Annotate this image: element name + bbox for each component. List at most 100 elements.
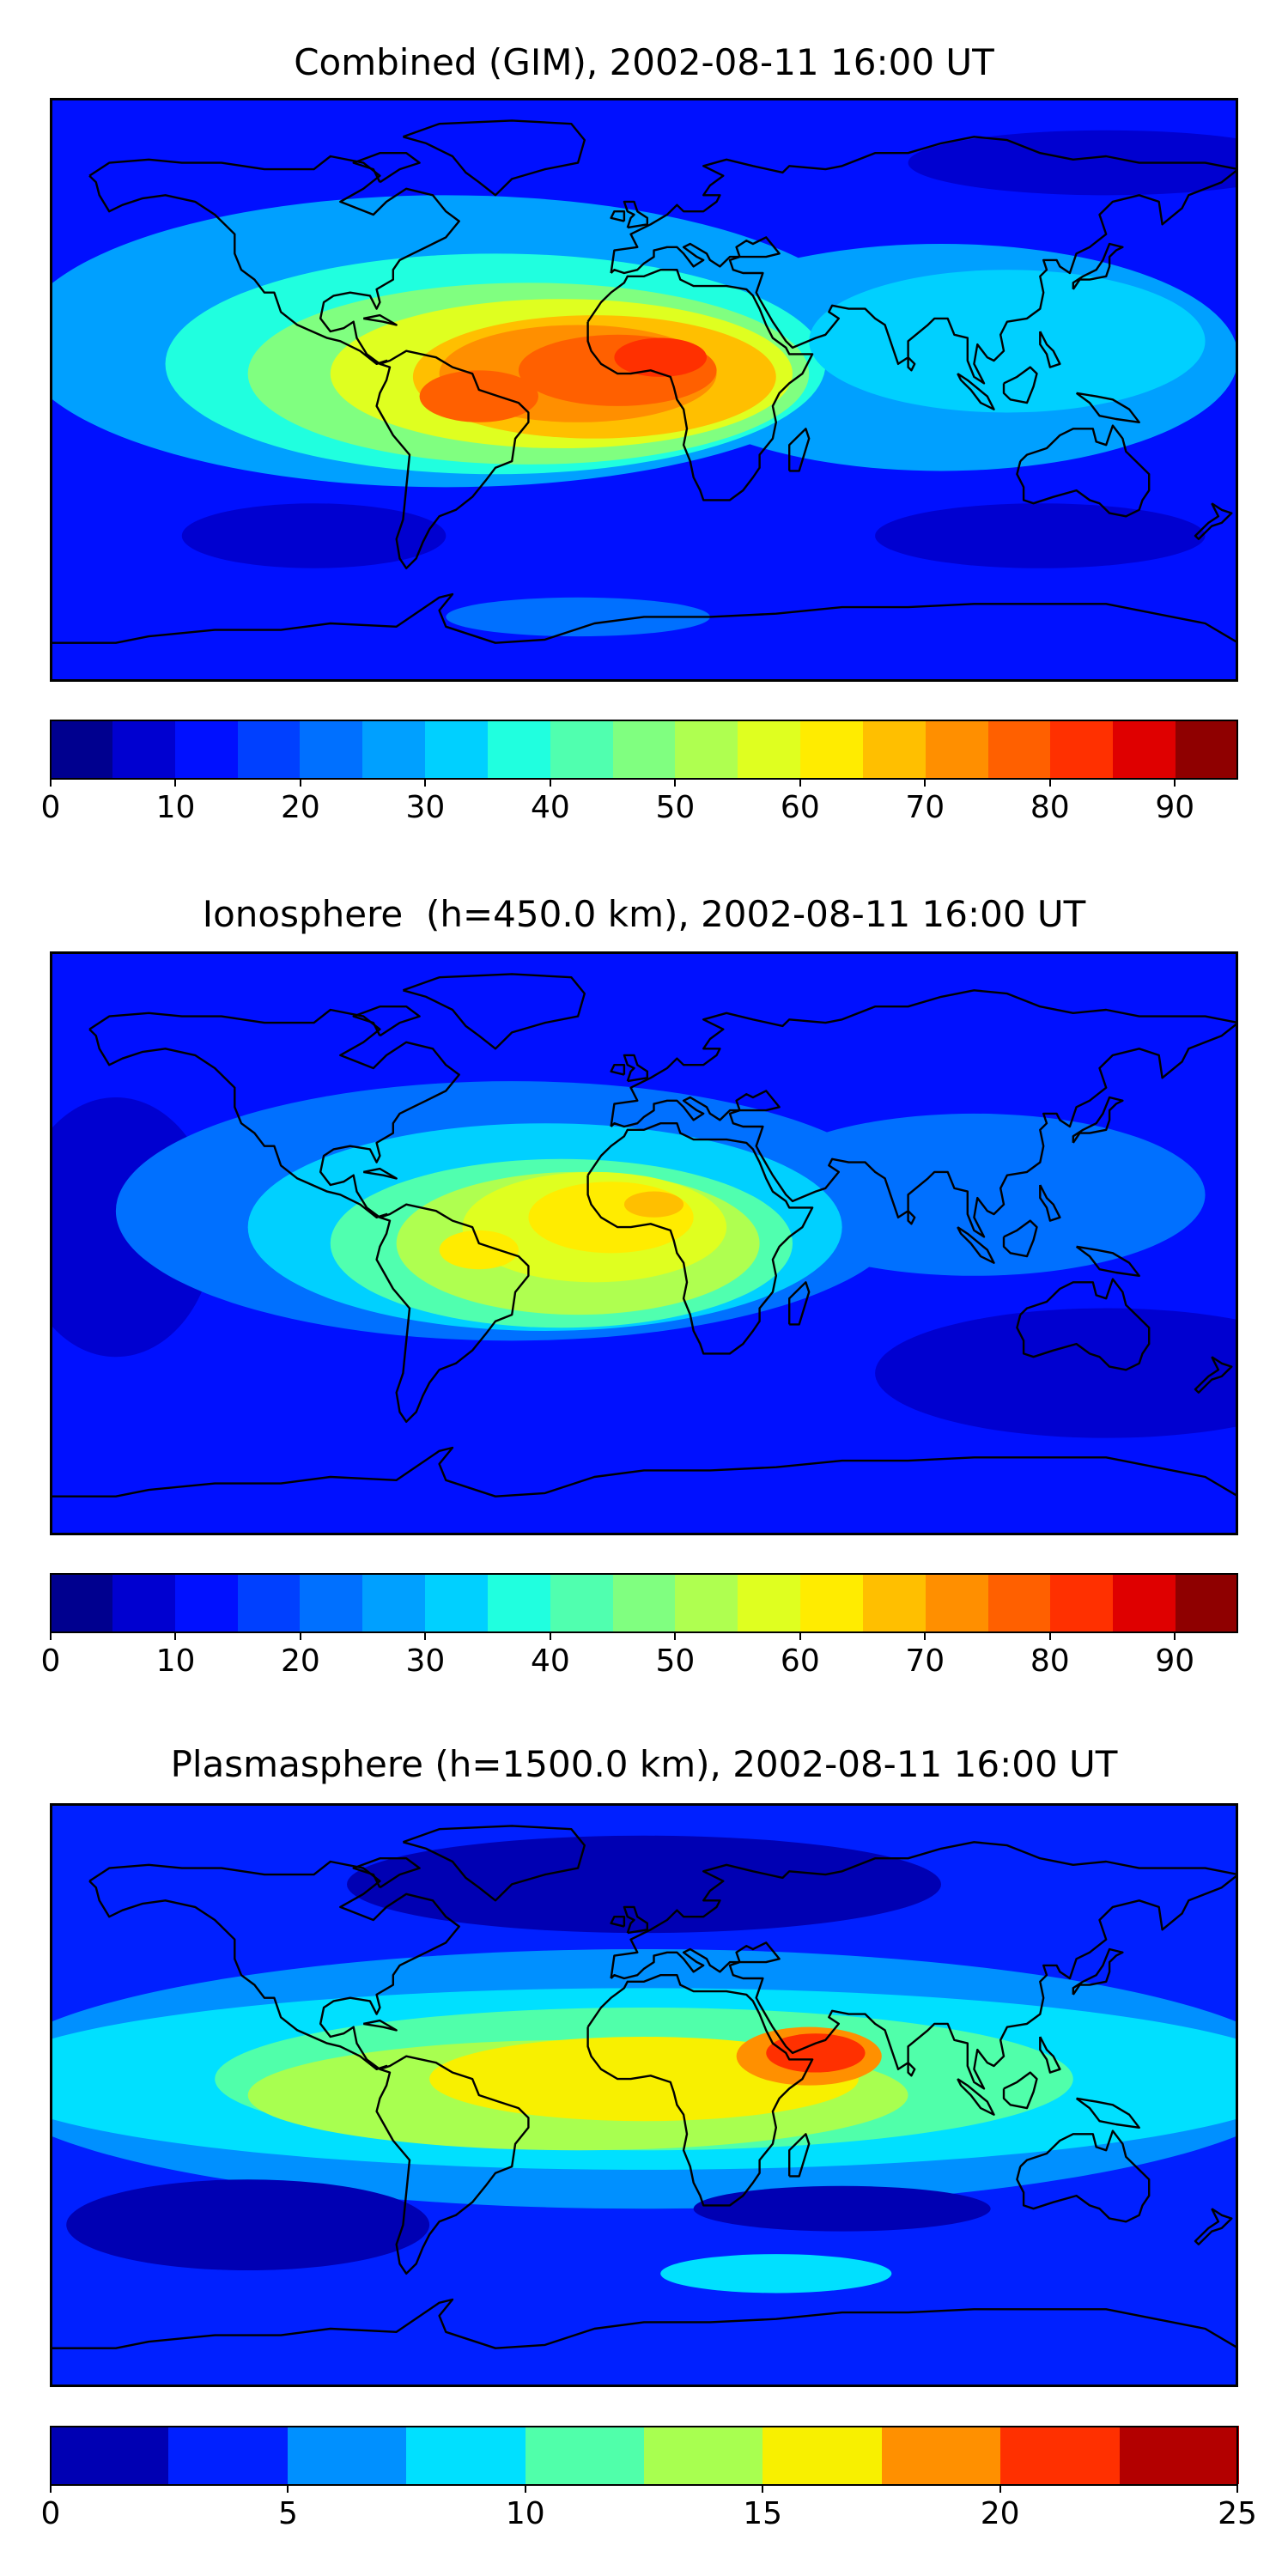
- colorbar-tick-label: 50: [655, 1643, 696, 1679]
- coastline-northAmerica: [88, 1008, 460, 1218]
- colorbar-segment: [675, 720, 738, 778]
- colorbar-segment: [762, 2426, 883, 2484]
- colorbar-segment: [987, 720, 1051, 778]
- colorbar-segment: [487, 1573, 550, 1631]
- colorbar-tick-label: 50: [655, 790, 696, 825]
- coastline-eurasia: [610, 989, 1238, 1238]
- field-contour-level-16: [614, 337, 708, 377]
- colorbar-frame: [50, 720, 1238, 780]
- coastline-africa: [586, 1121, 814, 1355]
- colorbar-tick-mark: [674, 1631, 677, 1640]
- colorbar-tick-mark: [924, 1631, 927, 1640]
- coastline-borneo: [1002, 2071, 1038, 2110]
- coastline-newGuinea: [1075, 392, 1140, 423]
- colorbar-segment: [862, 720, 926, 778]
- coastline-uk: [623, 200, 648, 229]
- coastline-australia: [1016, 424, 1151, 518]
- coastline-islands1: [610, 210, 626, 222]
- coastline-islands1: [610, 1915, 626, 1928]
- coastline-madagascar: [788, 1281, 811, 1326]
- colorbar-segment: [862, 1573, 926, 1631]
- coastline-newZealand: [1194, 502, 1233, 540]
- colorbar-segment: [300, 1573, 363, 1631]
- colorbar-tick-label: 90: [1155, 790, 1195, 825]
- colorbar-segment: [1113, 720, 1176, 778]
- colorbar-tick-mark: [1174, 778, 1176, 787]
- coastline-srilanka: [907, 2062, 916, 2077]
- colorbar-tick-mark: [799, 778, 801, 787]
- field-contour-level-0: [347, 1835, 941, 1934]
- coastline-newGuinea: [1075, 2097, 1140, 2129]
- field-contour-level-1: [875, 1308, 1238, 1438]
- colorbar-plasmasphere: [50, 2426, 1239, 2486]
- map-frame: [50, 1803, 1238, 2387]
- coastline-northAmerica: [88, 155, 460, 365]
- panel-title-ionosphere: Ionosphere (h=450.0 km), 2002-08-11 16:0…: [202, 893, 1086, 935]
- coastline-southAmerica: [375, 349, 530, 569]
- map-combined: [50, 98, 1238, 682]
- colorbar-segment: [525, 2426, 645, 2484]
- colorbar-tick-label: 25: [1218, 2496, 1257, 2531]
- colorbar-segment: [50, 1573, 112, 1631]
- field-contour-level-8: [766, 2033, 866, 2073]
- colorbar-tick-mark: [424, 778, 427, 787]
- coastline-philippines: [1039, 1184, 1061, 1222]
- coastline-newZealand: [1194, 2208, 1233, 2245]
- colorbar-segment: [237, 1573, 301, 1631]
- colorbar-tick-label: 0: [40, 790, 61, 825]
- colorbar-segment: [362, 1573, 426, 1631]
- coastline-southAmerica: [375, 2055, 530, 2275]
- colorbar-segment: [738, 720, 801, 778]
- colorbar-tick-label: 15: [743, 2496, 783, 2531]
- colorbar-segment: [800, 1573, 864, 1631]
- colorbar-tick-mark: [50, 1631, 52, 1640]
- field-contour-level-1: [181, 503, 447, 568]
- colorbar-segment: [406, 2426, 526, 2484]
- colorbar-tick-mark: [174, 1631, 177, 1640]
- colorbar-tick-label: 70: [905, 790, 945, 825]
- colorbar-segment: [300, 720, 363, 778]
- field-contour-level-15: [419, 370, 538, 422]
- colorbar-frame: [50, 1573, 1238, 1633]
- colorbar-segment: [925, 720, 988, 778]
- colorbar-segment: [425, 720, 489, 778]
- coastline-srilanka: [907, 356, 916, 372]
- colorbar-segment: [112, 720, 175, 778]
- colorbar-tick-label: 30: [405, 790, 446, 825]
- coastline-sumatra: [957, 373, 995, 410]
- coastline-newZealand: [1194, 1356, 1233, 1394]
- panel-title-combined: Combined (GIM), 2002-08-11 16:00 UT: [294, 41, 994, 83]
- colorbar-tick-mark: [1174, 1631, 1176, 1640]
- coastline-cuba: [362, 1167, 398, 1180]
- coastline-greenland: [402, 1825, 586, 1902]
- coastline-borneo: [1002, 366, 1038, 404]
- colorbar-segment: [174, 1573, 238, 1631]
- colorbar-segment: [675, 1573, 738, 1631]
- coastline-greenland: [402, 119, 586, 197]
- colorbar-tick-label: 60: [780, 1643, 820, 1679]
- coastline-baffin: [352, 151, 421, 184]
- colorbar-ticks-plasmasphere: 0 5 10 15 20 25: [41, 2484, 1257, 2536]
- coastline-borneo: [1002, 1219, 1038, 1258]
- colorbar-segment: [550, 1573, 613, 1631]
- colorbar-tick-label: 10: [155, 1643, 196, 1679]
- coastline-sumatra: [957, 2078, 995, 2116]
- colorbar-tick-label: 70: [905, 1643, 945, 1679]
- colorbar-segment: [112, 1573, 175, 1631]
- colorbar-segment: [925, 1573, 988, 1631]
- colorbar-tick-label: 40: [530, 790, 570, 825]
- colorbar-tick-mark: [762, 2484, 764, 2493]
- map-frame: [50, 951, 1238, 1535]
- colorbar-segment: [168, 2426, 289, 2484]
- colorbar-segment: [738, 1573, 801, 1631]
- colorbar-tick-label: 90: [1155, 1643, 1195, 1679]
- field-contour-level-13: [623, 1191, 684, 1218]
- colorbar-tick-label: 40: [530, 1643, 570, 1679]
- colorbar-segment: [881, 2426, 1001, 2484]
- colorbar-tick-label: 80: [1030, 1643, 1070, 1679]
- colorbar-tick-mark: [924, 778, 927, 787]
- coastline-uk: [623, 1054, 648, 1083]
- coastline-southAmerica: [375, 1203, 530, 1423]
- colorbar-tick-label: 60: [780, 790, 820, 825]
- field-contour-level-3: [660, 2254, 892, 2293]
